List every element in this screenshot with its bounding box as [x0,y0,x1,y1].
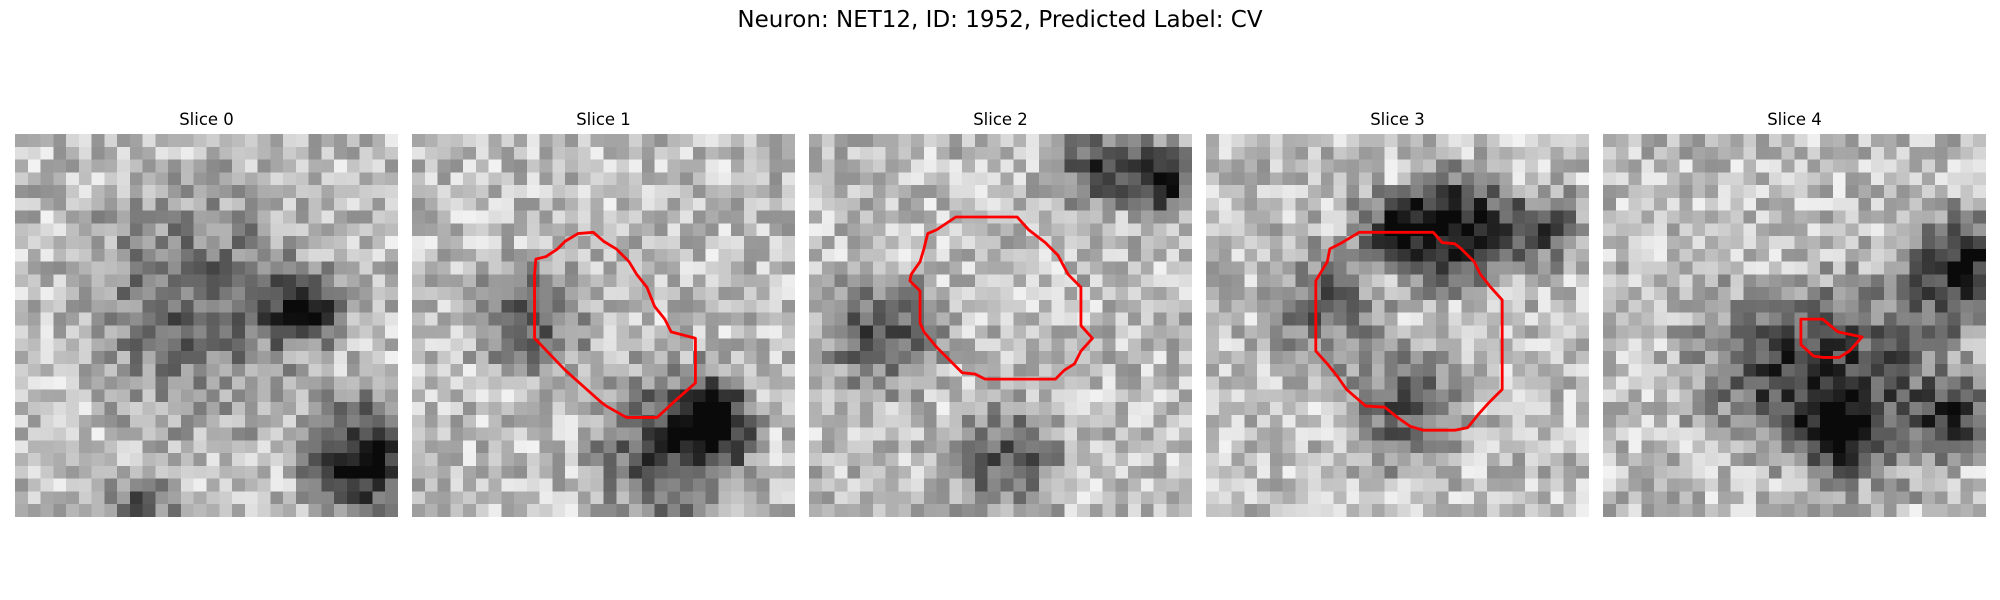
slice-image-1 [412,134,795,517]
slice-panel-2: Slice 2 [809,110,1192,517]
slice-image-3 [1206,134,1589,517]
neuron-contour [533,230,697,419]
slice-panel-4: Slice 4 [1603,110,1986,517]
slice-image-0 [15,134,398,517]
figure-title: Neuron: NET12, ID: 1952, Predicted Label… [737,7,1263,33]
neuron-contour [1314,230,1504,432]
neuron-contour [1799,317,1864,359]
neuron-contour [908,215,1094,381]
slice-panel-1: Slice 1 [412,110,795,517]
slice-title: Slice 0 [179,110,234,129]
slice-title: Slice 1 [576,110,631,129]
slice-image-2 [809,134,1192,517]
slice-title: Slice 3 [1370,110,1425,129]
slice-image-4 [1603,134,1986,517]
slice-title: Slice 4 [1767,110,1822,129]
slice-title: Slice 2 [973,110,1028,129]
slice-panel-3: Slice 3 [1206,110,1589,517]
slice-panel-0: Slice 0 [15,110,398,517]
